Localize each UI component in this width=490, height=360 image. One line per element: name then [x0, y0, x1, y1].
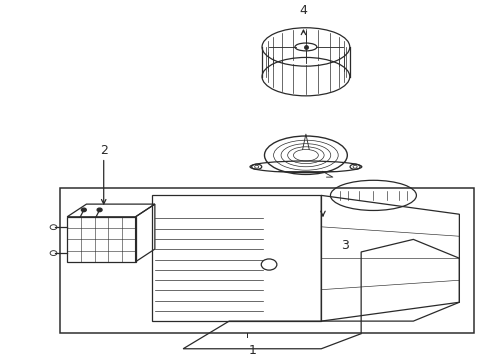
Circle shape	[97, 208, 102, 212]
Text: 1: 1	[248, 344, 256, 357]
Text: 4: 4	[299, 4, 307, 17]
Text: 3: 3	[341, 239, 349, 252]
Circle shape	[81, 208, 86, 212]
Bar	[67, 217, 136, 262]
Text: 2: 2	[100, 144, 108, 157]
Bar	[152, 195, 321, 321]
Bar	[60, 188, 474, 333]
